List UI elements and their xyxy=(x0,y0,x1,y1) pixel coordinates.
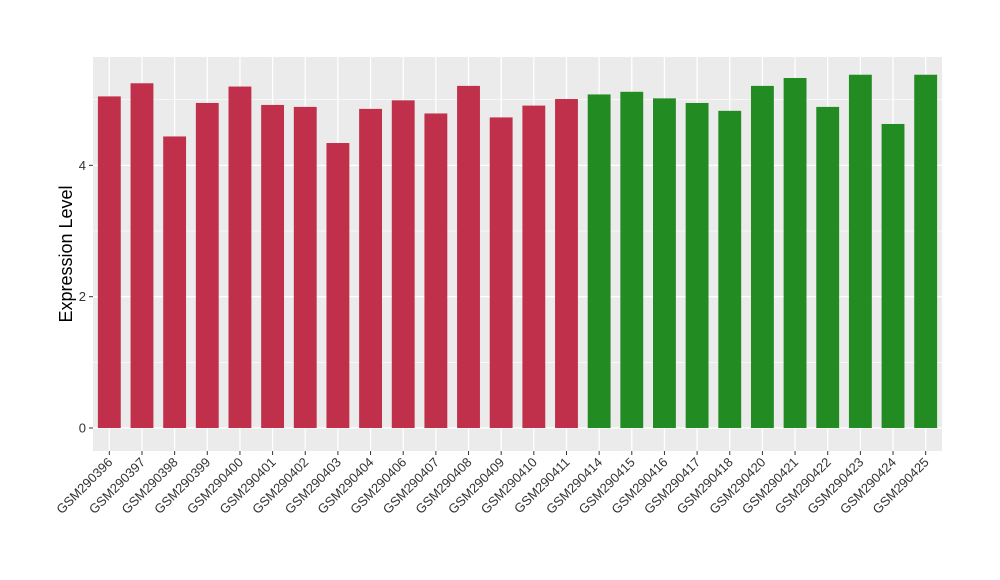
bar-GSM290400 xyxy=(228,86,252,429)
bar-GSM290408 xyxy=(457,85,480,429)
bar-GSM290399 xyxy=(195,102,219,429)
bar-GSM290423 xyxy=(848,74,872,429)
bar-GSM290415 xyxy=(620,91,644,429)
y-tick-label: 0 xyxy=(79,421,86,436)
bar-GSM290404 xyxy=(359,108,382,429)
y-tick-label: 4 xyxy=(79,158,86,173)
bar-GSM290421 xyxy=(783,78,807,429)
bar-GSM290410 xyxy=(522,105,546,429)
bars xyxy=(97,74,938,429)
x-axis: GSM290396GSM290397GSM290398GSM290399GSM2… xyxy=(53,451,932,517)
y-axis: 0 2 4 xyxy=(79,158,93,436)
plot-panel xyxy=(93,57,942,451)
bar-GSM290409 xyxy=(489,117,513,429)
bar-GSM290407 xyxy=(424,113,448,429)
bar-GSM290411 xyxy=(555,99,578,429)
y-axis-title: Expression Level xyxy=(56,185,76,322)
bar-GSM290402 xyxy=(293,106,317,429)
y-tick-label: 2 xyxy=(79,289,86,304)
bar-GSM290406 xyxy=(391,100,415,429)
bar-GSM290418 xyxy=(718,110,742,429)
bar-GSM290401 xyxy=(261,104,285,429)
bar-GSM290397 xyxy=(130,83,154,429)
bar-GSM290420 xyxy=(750,85,774,429)
bar-GSM290416 xyxy=(653,98,676,429)
bar-GSM290398 xyxy=(163,136,187,429)
bar-GSM290424 xyxy=(881,123,905,429)
bar-GSM290425 xyxy=(914,74,938,429)
bar-GSM290422 xyxy=(816,106,840,429)
bar-GSM290403 xyxy=(326,143,350,429)
bar-GSM290417 xyxy=(685,102,709,429)
bar-GSM290396 xyxy=(97,96,121,429)
bar-GSM290414 xyxy=(587,94,611,429)
